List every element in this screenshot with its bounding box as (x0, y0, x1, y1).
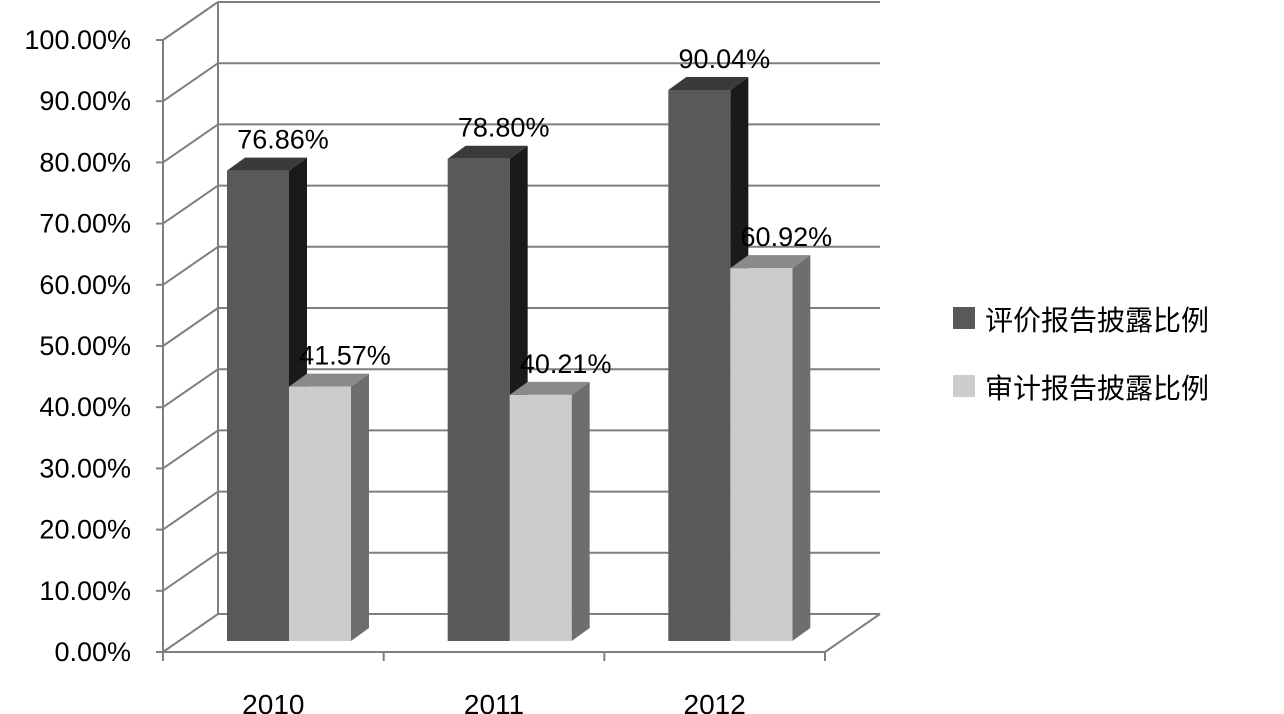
y-tick-label: 10.00% (39, 576, 131, 606)
y-tick-label: 80.00% (39, 147, 131, 177)
legend-swatch-series-2 (953, 375, 975, 397)
bar-front-face (447, 158, 510, 641)
x-axis: 2010 2011 2012 (162, 613, 881, 714)
y-tick-label: 50.00% (39, 331, 131, 361)
x-tick-label: 2011 (464, 689, 524, 714)
bar-top-face (509, 381, 590, 395)
bar-top-face (447, 145, 528, 159)
gridline-diagonal (162, 123, 219, 164)
y-tick-label: 40.00% (39, 392, 131, 422)
y-tick-label: 0.00% (54, 637, 131, 667)
bar-top-face (730, 255, 811, 269)
gridline-diagonal (162, 551, 219, 592)
gridline-diagonal (162, 429, 219, 470)
legend: 评价报告披露比例 审计报告披露比例 (953, 304, 1209, 405)
bar-front-face (227, 170, 289, 641)
y-tick-label: 30.00% (39, 453, 131, 483)
bar-side-face (571, 381, 590, 641)
bar-top-face (227, 157, 307, 171)
bar-front-face (668, 89, 731, 641)
data-labels: 76.86% 41.57% 78.80% 40.21% 90.04% 60.92% (237, 44, 832, 379)
bar-front-face (289, 386, 351, 641)
bar-front-face (730, 268, 793, 641)
gridline-diagonal (162, 490, 219, 531)
gridline-diagonal (162, 245, 219, 286)
bar-side-face (792, 255, 811, 641)
legend-label-series-1: 评价报告披露比例 (985, 304, 1209, 337)
y-axis-tick-labels: 0.00% 10.00% 20.00% 30.00% 40.00% 50.00% 60.00… (24, 25, 131, 667)
x-tick-label: 2012 (684, 689, 746, 714)
data-label: 41.57% (299, 341, 391, 371)
legend-swatch-series-1 (953, 307, 975, 329)
gridline-diagonal (162, 368, 219, 409)
data-label: 90.04% (679, 44, 771, 74)
gridline-diagonal (162, 184, 219, 225)
y-tick-label: 60.00% (39, 270, 131, 300)
gridline-diagonal (162, 1, 219, 41)
bar-2-2011 (509, 381, 590, 641)
bar-top-face (668, 76, 749, 90)
legend-label-series-2: 审计报告披露比例 (985, 372, 1209, 405)
bar-top-face (289, 373, 369, 387)
data-label: 78.80% (458, 113, 550, 143)
y-tick-label: 20.00% (39, 515, 131, 545)
y-tick-label: 70.00% (39, 209, 131, 239)
gridline-diagonal (162, 307, 219, 347)
gridline-diagonal (162, 613, 219, 653)
y-tick-label: 90.00% (39, 86, 131, 116)
x-tick-label: 2010 (242, 689, 304, 714)
y-tick-label: 100.00% (24, 25, 131, 55)
floor-right-edge (824, 613, 881, 653)
data-label: 76.86% (237, 125, 329, 155)
bar-2-2010 (289, 373, 369, 641)
bar-front-face (509, 394, 572, 641)
data-label: 60.92% (741, 222, 833, 252)
bar-side-face (351, 373, 369, 641)
bars (227, 76, 811, 641)
bar-2-2012 (730, 255, 811, 641)
data-label: 40.21% (520, 349, 612, 379)
gridline-diagonal (162, 62, 219, 103)
